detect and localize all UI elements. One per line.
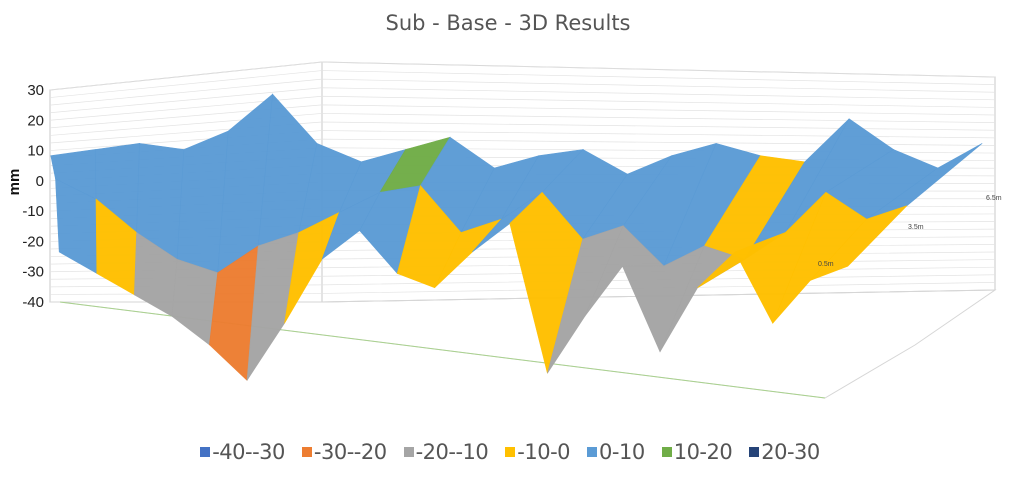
depth-label: 3.5m	[908, 224, 924, 231]
depth-label: 6.5m	[986, 195, 1002, 202]
chart-legend: -40--30 -30--20 -20--10 -10-0 0-10 10-20 20-30	[0, 435, 1020, 469]
legend-label: -40--30	[212, 440, 285, 464]
legend-item: 20-30	[749, 440, 820, 464]
z-tick-label: 20	[27, 112, 44, 129]
legend-item: -10-0	[505, 440, 571, 464]
legend-label: 0-10	[599, 440, 645, 464]
gridline	[49, 95, 996, 121]
depth-label: 0.5m	[818, 261, 834, 268]
legend-item: 0-10	[587, 440, 645, 464]
gridline	[49, 104, 996, 129]
z-tick-label: -40	[22, 294, 44, 311]
surface-facet	[809, 205, 908, 281]
y-axis-label: mm	[6, 169, 23, 196]
legend-swatch	[403, 447, 414, 457]
legend-swatch	[301, 447, 312, 457]
z-tick-label: -10	[22, 203, 44, 220]
z-tick-label: 30	[27, 82, 44, 99]
depth-axis-labels: 0.5m 3.5m 6.5m	[818, 195, 1002, 268]
legend-swatch	[505, 447, 516, 457]
legend-swatch	[749, 447, 760, 457]
legend-label: 10-20	[673, 440, 733, 464]
gridline	[49, 70, 996, 98]
z-tick-label: -30	[22, 264, 44, 281]
gridline	[49, 121, 996, 144]
legend-item: -30--20	[301, 440, 387, 464]
chart-title: Sub - Base - 3D Results	[386, 11, 631, 35]
gridline	[49, 87, 996, 114]
legend-item: 10-20	[661, 440, 733, 464]
legend-label: -20--10	[415, 440, 489, 464]
z-axis-ticks: 30 20 10 0 -10 -20 -30 -40	[22, 82, 44, 311]
gridline	[49, 61, 996, 91]
z-tick-label: 10	[27, 143, 44, 160]
gridline	[49, 113, 996, 136]
legend-swatch	[587, 447, 598, 457]
legend-label: -10-0	[517, 440, 571, 464]
legend-item: -40--30	[200, 440, 285, 464]
z-tick-label: -20	[22, 233, 44, 250]
surface-plot	[50, 93, 983, 382]
z-tick-label: 0	[36, 173, 44, 190]
legend-swatch	[661, 447, 672, 457]
legend-item: -20--10	[403, 440, 489, 464]
legend-label: -30--20	[313, 440, 387, 464]
legend-label: 20-30	[761, 440, 820, 464]
legend-swatch	[200, 447, 211, 457]
gridline	[49, 78, 996, 106]
